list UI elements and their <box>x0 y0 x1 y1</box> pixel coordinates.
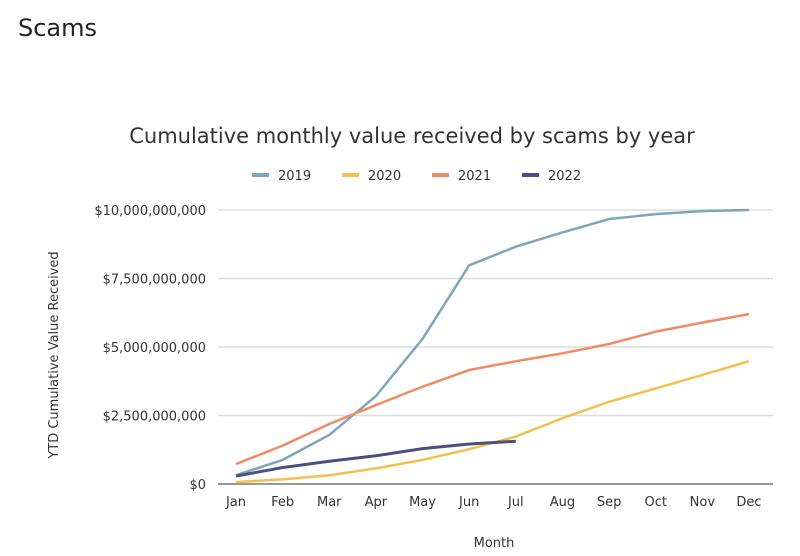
legend-label-2022: 2022 <box>548 169 581 184</box>
grid <box>218 209 773 485</box>
x-tick-label: May <box>409 495 436 510</box>
series-line-2019 <box>235 208 750 477</box>
y-axis: $0 $2,500,000,000 $5,000,000,000 $7,500,000… <box>94 204 206 493</box>
legend-label-2021: 2021 <box>458 169 491 184</box>
series-lines <box>235 208 750 484</box>
y-tick-label: $7,500,000,000 <box>103 273 206 288</box>
series-line-2021 <box>235 312 750 466</box>
page-title: Scams <box>18 14 98 42</box>
legend-label-2020: 2020 <box>368 169 401 184</box>
y-tick-label: $2,500,000,000 <box>103 410 206 425</box>
y-tick-label: $10,000,000,000 <box>94 204 206 219</box>
x-tick-label: Feb <box>271 495 294 510</box>
x-tick-label: Dec <box>736 495 761 510</box>
x-tick-label: Oct <box>644 495 666 510</box>
y-axis-label: YTD Cumulative Value Received <box>47 251 62 459</box>
y-tick-label: $5,000,000,000 <box>103 341 206 356</box>
x-axis-label: Month <box>474 536 515 551</box>
x-tick-label: Sep <box>597 495 622 510</box>
x-tick-label: Aug <box>550 495 575 510</box>
legend: 2019 2020 2021 2022 <box>252 169 581 184</box>
x-axis: Jan Feb Mar Apr May Jun Jul Aug Sep Oct Nov Dec <box>225 495 762 510</box>
series-line-2022 <box>235 439 516 478</box>
x-tick-label: Jun <box>458 495 479 510</box>
chart-title: Cumulative monthly value received by sca… <box>129 124 695 148</box>
y-tick-label: $0 <box>189 478 206 493</box>
x-tick-label: Jul <box>507 495 524 510</box>
x-tick-label: Apr <box>365 495 388 510</box>
x-tick-label: Jan <box>225 495 246 510</box>
x-tick-label: Nov <box>690 495 716 510</box>
legend-label-2019: 2019 <box>278 169 311 184</box>
x-tick-label: Mar <box>317 495 342 510</box>
